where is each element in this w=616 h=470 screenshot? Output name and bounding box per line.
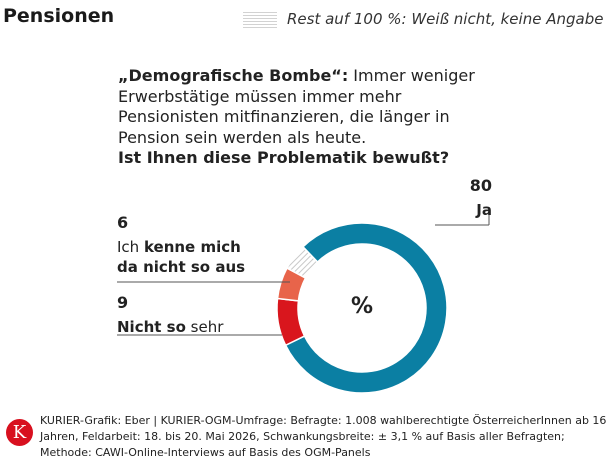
donut-center-label: % [351, 294, 373, 319]
label-kenne: 6 Ich kenne mich da nicht so aus [117, 213, 245, 277]
legend-swatch-rest [243, 10, 277, 28]
donut-slice-rest-auf-100-wei-nicht-keine-angabe [285, 245, 319, 279]
legend-text-rest: Rest auf 100 %: Weiß nicht, keine Angabe [287, 10, 604, 28]
value-kenne: 6 [117, 213, 129, 232]
question-body: Immer weniger Erwerbstätige müssen immer… [118, 66, 475, 147]
label-ja: 80 Ja [470, 176, 492, 220]
source-footer: KURIER-Grafik: Eber | KURIER-OGM-Umfrage… [40, 414, 607, 459]
legend: Rest auf 100 %: Weiß nicht, keine Angabe [243, 8, 603, 30]
category-kenne-bold: kenne mich da nicht so aus [117, 238, 246, 276]
chart-title: Pensionen [3, 5, 115, 27]
category-kenne-pre: Ich [117, 238, 144, 256]
category-nicht-post: sehr [185, 318, 224, 336]
value-ja: 80 [469, 176, 492, 195]
donut-slice-nicht-so-sehr [276, 297, 306, 347]
category-ja: Ja [476, 201, 492, 219]
donut-slice-ja [284, 222, 448, 394]
kurier-logo: K [6, 419, 33, 446]
label-nicht: 9 Nicht so sehr [117, 293, 223, 337]
question-ask: Ist Ihnen diese Problematik bewußt? [118, 148, 450, 167]
value-nicht: 9 [117, 293, 129, 312]
question-quote: „Demografische Bombe“: [118, 66, 349, 85]
survey-question: „Demografische Bombe“: Immer weniger Erw… [118, 66, 478, 169]
category-nicht-bold: Nicht so [117, 318, 186, 336]
